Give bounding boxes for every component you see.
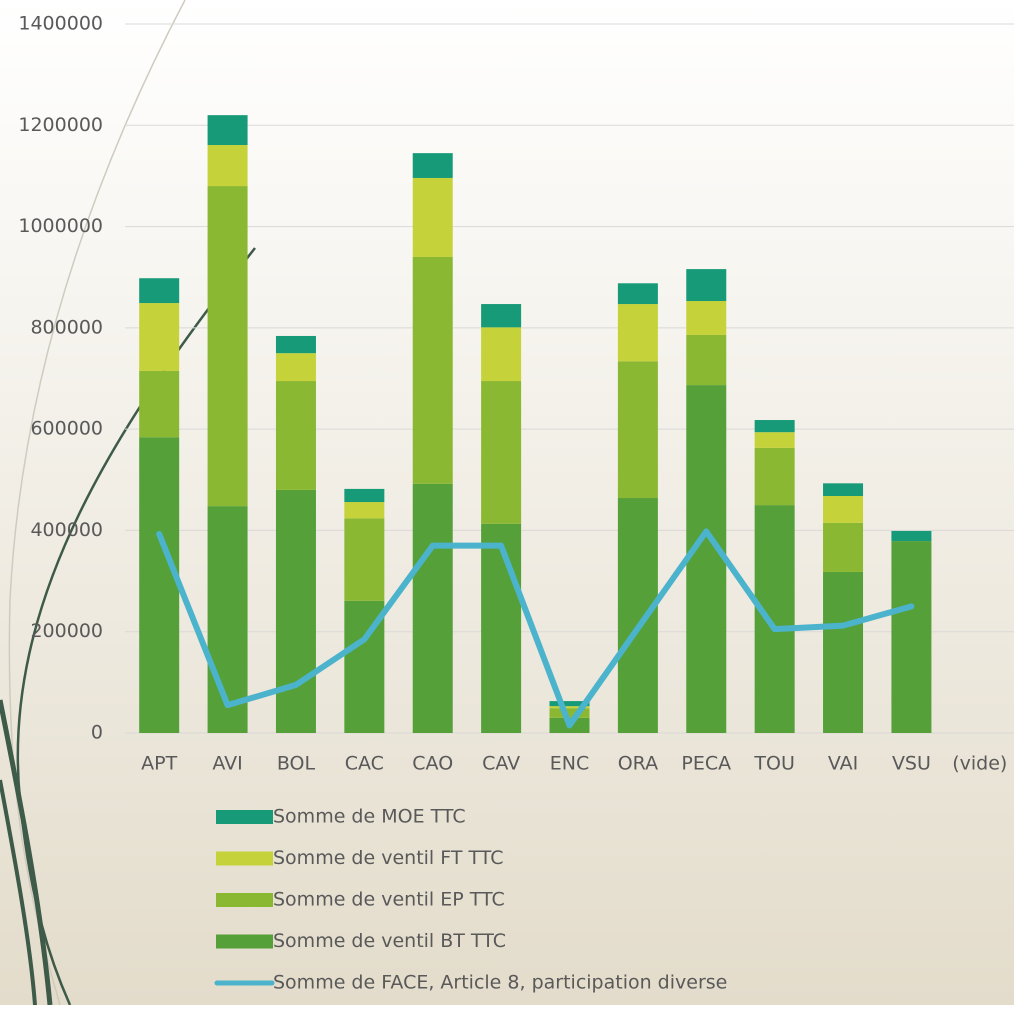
bar-segment	[686, 269, 727, 302]
bar-segment	[412, 483, 453, 733]
y-tick-label: 400000	[30, 519, 103, 541]
x-tick-label: AVI	[212, 753, 242, 775]
x-tick-label: CAO	[412, 753, 453, 775]
bar-segment	[617, 304, 658, 362]
y-tick-label: 0	[91, 722, 103, 744]
x-tick-label: ENC	[550, 753, 589, 775]
bar-segment	[412, 177, 453, 257]
x-tick-label: CAV	[482, 753, 520, 775]
bar-segment	[481, 304, 522, 328]
bar-segment	[686, 334, 727, 386]
bar-segment	[344, 502, 385, 519]
bar-segment	[754, 432, 795, 448]
bar-segment	[823, 483, 864, 496]
legend-label: Somme de ventil BT TTC	[273, 930, 506, 952]
x-tick-label: VSU	[892, 753, 931, 775]
x-tick-label: ORA	[618, 753, 658, 775]
y-tick-label: 800000	[30, 316, 103, 338]
y-tick-label: 1000000	[18, 215, 103, 237]
bar-segment	[686, 385, 727, 733]
bar-segment	[617, 361, 658, 499]
legend-label: Somme de MOE TTC	[273, 806, 466, 828]
legend-label: Somme de ventil EP TTC	[273, 889, 505, 911]
bar-segment	[207, 145, 248, 187]
bar-segment	[412, 256, 453, 484]
x-tick-label: VAI	[828, 753, 858, 775]
bar-segment	[275, 335, 316, 354]
bar-segment	[823, 522, 864, 572]
x-tick-label: PECA	[681, 753, 731, 775]
bar-segment	[481, 327, 522, 382]
x-tick-label: BOL	[277, 753, 316, 775]
bar-segment	[823, 571, 864, 733]
bar-segment	[275, 489, 316, 733]
bar-segment	[275, 381, 316, 490]
legend-label: Somme de ventil FT TTC	[273, 847, 504, 869]
y-tick-label: 600000	[30, 418, 103, 440]
bar-segment	[139, 303, 180, 371]
bar-segment	[891, 541, 932, 733]
bar-segment	[207, 186, 248, 507]
legend-swatch	[216, 810, 273, 824]
bar-segment	[549, 706, 590, 709]
legend-label: Somme de FACE, Article 8, participation …	[273, 972, 727, 994]
y-tick-label: 200000	[30, 620, 103, 642]
bar-segment	[207, 115, 248, 146]
bar-segment	[617, 283, 658, 305]
bar-segment	[617, 498, 658, 733]
x-tick-label: APT	[141, 753, 177, 775]
x-tick-label: CAC	[345, 753, 384, 775]
bar-segment	[891, 530, 932, 542]
bar-segment	[754, 447, 795, 506]
bar-segment	[344, 518, 385, 601]
line-series	[156, 528, 915, 729]
bar-segment	[139, 370, 180, 438]
bar-segment	[481, 381, 522, 524]
bar-segment	[754, 505, 795, 733]
bar-segment	[686, 301, 727, 335]
legend-swatch	[216, 893, 273, 907]
bar-segment	[139, 278, 180, 304]
bar-segment	[549, 708, 590, 718]
bar-segment	[207, 506, 248, 733]
x-tick-label: TOU	[753, 753, 794, 775]
x-tick-label: (vide)	[952, 753, 1007, 775]
bar-segment	[754, 420, 795, 433]
y-tick-label: 1400000	[18, 13, 103, 35]
y-tick-label: 1200000	[18, 114, 103, 136]
bar-segment	[549, 701, 590, 707]
bar-segment	[139, 437, 180, 733]
bar-segment	[823, 495, 864, 523]
bar-segment	[275, 353, 316, 382]
bar-segment	[412, 153, 453, 178]
legend-swatch	[216, 851, 273, 866]
legend-swatch	[216, 934, 273, 949]
bar-segment	[344, 488, 385, 503]
bar-segment	[481, 523, 522, 733]
